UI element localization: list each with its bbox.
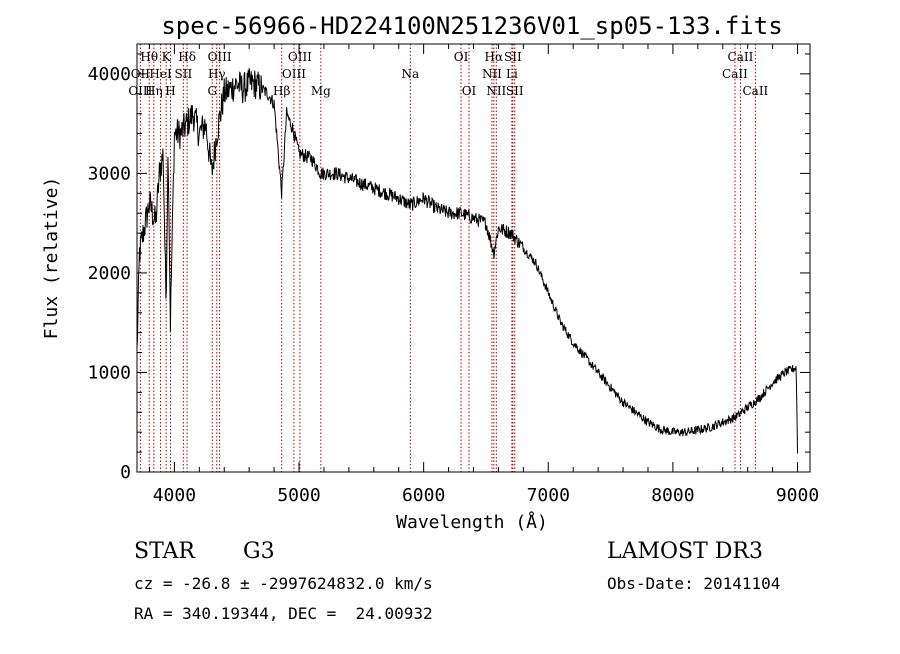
survey-name: LAMOST DR3	[607, 539, 763, 564]
line-label-oi: OI	[462, 84, 477, 98]
line-label-caii: CaII	[722, 67, 748, 81]
x-tick-label: 9000	[776, 485, 819, 506]
x-axis-ticks: 4000 5000 6000 7000 8000 9000	[148, 44, 819, 506]
line-label-oiii: OIII	[288, 50, 312, 64]
emission-lines-layer	[139, 44, 756, 472]
line-label-sii: SII	[504, 50, 522, 64]
line-label-hγ: Hγ	[208, 67, 226, 81]
line-label-oiii: OIII	[128, 84, 152, 98]
coordinates-text: RA = 340.19344, DEC = 24.00932	[134, 604, 433, 623]
spectrum-line	[136, 68, 798, 454]
line-label-caii: CaII	[742, 84, 768, 98]
line-label-li: Li	[506, 67, 518, 81]
line-label-na: Na	[401, 67, 419, 81]
line-label-nii: NII	[486, 84, 506, 98]
plot-frame	[136, 43, 811, 473]
line-label-hθ: Hθ	[140, 50, 158, 64]
x-axis-label: Wavelength (Å)	[396, 511, 548, 533]
x-tick-label: 7000	[527, 485, 570, 506]
line-label-oi: OI	[454, 50, 469, 64]
x-tick-label: 8000	[651, 485, 694, 506]
line-label-mg: Mg	[311, 84, 331, 98]
line-label-hei: HeI	[149, 67, 172, 81]
line-label-sii: SII	[506, 84, 524, 98]
line-label-h: H	[165, 84, 175, 98]
line-label-caii: CaII	[728, 50, 754, 64]
x-tick-label: 6000	[402, 485, 445, 506]
line-label-sii: SII	[175, 67, 193, 81]
line-label-k: K	[162, 50, 172, 64]
line-label-nii: NII	[482, 67, 502, 81]
y-tick-label: 4000	[88, 64, 131, 85]
x-tick-label: 5000	[277, 485, 320, 506]
y-tick-label: 0	[120, 462, 131, 483]
y-tick-label: 1000	[88, 362, 131, 383]
line-label-hα: Hα	[485, 50, 504, 64]
y-tick-label: 3000	[88, 163, 131, 184]
line-label-oiii: OIII	[208, 50, 232, 64]
y-axis-ticks: 0 1000 2000 3000 4000	[88, 53, 810, 483]
object-subclass: G3	[243, 539, 275, 564]
spectrum-layer	[136, 68, 798, 454]
y-tick-label: 2000	[88, 263, 131, 284]
line-label-hβ: Hβ	[273, 84, 290, 98]
line-label-hη: Hη	[145, 84, 163, 98]
line-label-g: G	[207, 84, 217, 98]
line-label-hδ: Hδ	[178, 50, 196, 64]
line-label-oiii: OIII	[282, 67, 306, 81]
obs-date-text: Obs-Date: 20141104	[607, 574, 781, 593]
object-class: STAR	[134, 539, 195, 564]
y-axis-label: Flux (relative)	[41, 177, 62, 340]
chart-title: spec-56966-HD224100N251236V01_sp05-133.f…	[161, 12, 782, 40]
x-tick-label: 4000	[153, 485, 196, 506]
redshift-text: cz = -26.8 ± -2997624832.0 km/s	[134, 574, 433, 593]
